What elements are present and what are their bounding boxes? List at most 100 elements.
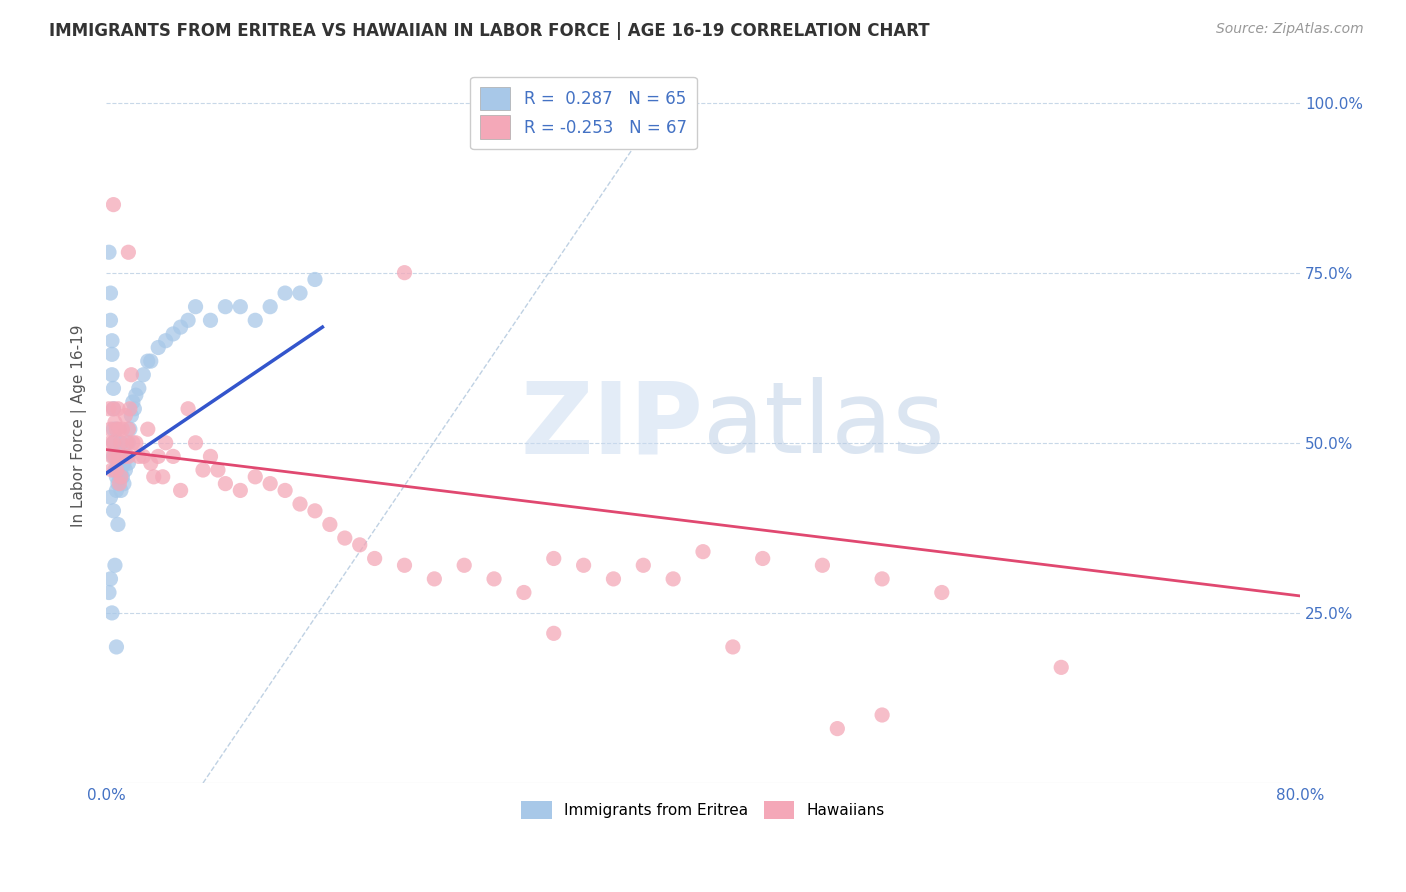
Point xyxy=(103,401,125,416)
Point xyxy=(112,450,135,464)
Point xyxy=(101,463,124,477)
Point xyxy=(118,422,141,436)
Point xyxy=(513,585,536,599)
Point xyxy=(110,463,132,477)
Point xyxy=(125,435,148,450)
Point xyxy=(103,450,125,464)
Point xyxy=(200,313,222,327)
Point xyxy=(692,544,714,558)
Point xyxy=(103,435,125,450)
Point xyxy=(633,558,655,573)
Point xyxy=(117,435,139,450)
Point xyxy=(349,538,371,552)
Point xyxy=(117,422,139,436)
Point xyxy=(121,435,143,450)
Point xyxy=(139,456,162,470)
Point xyxy=(118,401,141,416)
Point xyxy=(117,245,139,260)
Point xyxy=(870,572,893,586)
Point xyxy=(259,476,281,491)
Point xyxy=(115,450,138,464)
Point xyxy=(319,517,342,532)
Point xyxy=(111,422,134,436)
Point xyxy=(721,640,744,654)
Point xyxy=(105,470,128,484)
Point xyxy=(100,286,122,301)
Point xyxy=(602,572,624,586)
Point xyxy=(1050,660,1073,674)
Point xyxy=(274,286,297,301)
Point xyxy=(304,504,326,518)
Point xyxy=(107,476,129,491)
Point xyxy=(142,470,165,484)
Point xyxy=(870,708,893,723)
Point xyxy=(100,435,122,450)
Point xyxy=(662,572,685,586)
Point xyxy=(453,558,475,573)
Point xyxy=(229,483,252,498)
Point xyxy=(104,463,127,477)
Point xyxy=(543,626,565,640)
Point xyxy=(155,435,177,450)
Point xyxy=(98,585,121,599)
Point xyxy=(191,463,214,477)
Text: ZIP: ZIP xyxy=(520,377,703,475)
Point xyxy=(105,640,128,654)
Point xyxy=(114,409,136,423)
Point xyxy=(177,401,200,416)
Point xyxy=(115,435,138,450)
Point xyxy=(152,470,174,484)
Text: atlas: atlas xyxy=(703,377,945,475)
Point xyxy=(148,450,170,464)
Point xyxy=(114,463,136,477)
Point xyxy=(394,558,416,573)
Point xyxy=(363,551,385,566)
Point xyxy=(105,422,128,436)
Point xyxy=(110,435,132,450)
Point xyxy=(101,606,124,620)
Point xyxy=(107,401,129,416)
Point xyxy=(177,313,200,327)
Point xyxy=(139,354,162,368)
Point xyxy=(304,272,326,286)
Point xyxy=(333,531,356,545)
Point xyxy=(124,401,146,416)
Point xyxy=(117,456,139,470)
Point xyxy=(98,401,121,416)
Text: Source: ZipAtlas.com: Source: ZipAtlas.com xyxy=(1216,22,1364,37)
Point xyxy=(811,558,834,573)
Point xyxy=(101,347,124,361)
Point xyxy=(125,388,148,402)
Point xyxy=(107,517,129,532)
Point xyxy=(101,450,124,464)
Point xyxy=(184,300,207,314)
Point xyxy=(105,463,128,477)
Point xyxy=(101,368,124,382)
Point xyxy=(100,490,122,504)
Point xyxy=(103,401,125,416)
Point xyxy=(288,286,311,301)
Point xyxy=(112,456,135,470)
Point xyxy=(572,558,595,573)
Point xyxy=(169,483,191,498)
Point xyxy=(259,300,281,314)
Point xyxy=(103,504,125,518)
Point xyxy=(132,450,155,464)
Point xyxy=(245,313,267,327)
Point xyxy=(162,450,184,464)
Point xyxy=(148,341,170,355)
Point xyxy=(200,450,222,464)
Point xyxy=(120,409,142,423)
Point xyxy=(100,422,122,436)
Point xyxy=(108,450,131,464)
Point xyxy=(105,422,128,436)
Point xyxy=(827,722,849,736)
Point xyxy=(214,476,236,491)
Point xyxy=(128,450,150,464)
Point xyxy=(207,463,229,477)
Point xyxy=(105,483,128,498)
Point xyxy=(128,381,150,395)
Point xyxy=(100,572,122,586)
Point xyxy=(423,572,446,586)
Point xyxy=(108,422,131,436)
